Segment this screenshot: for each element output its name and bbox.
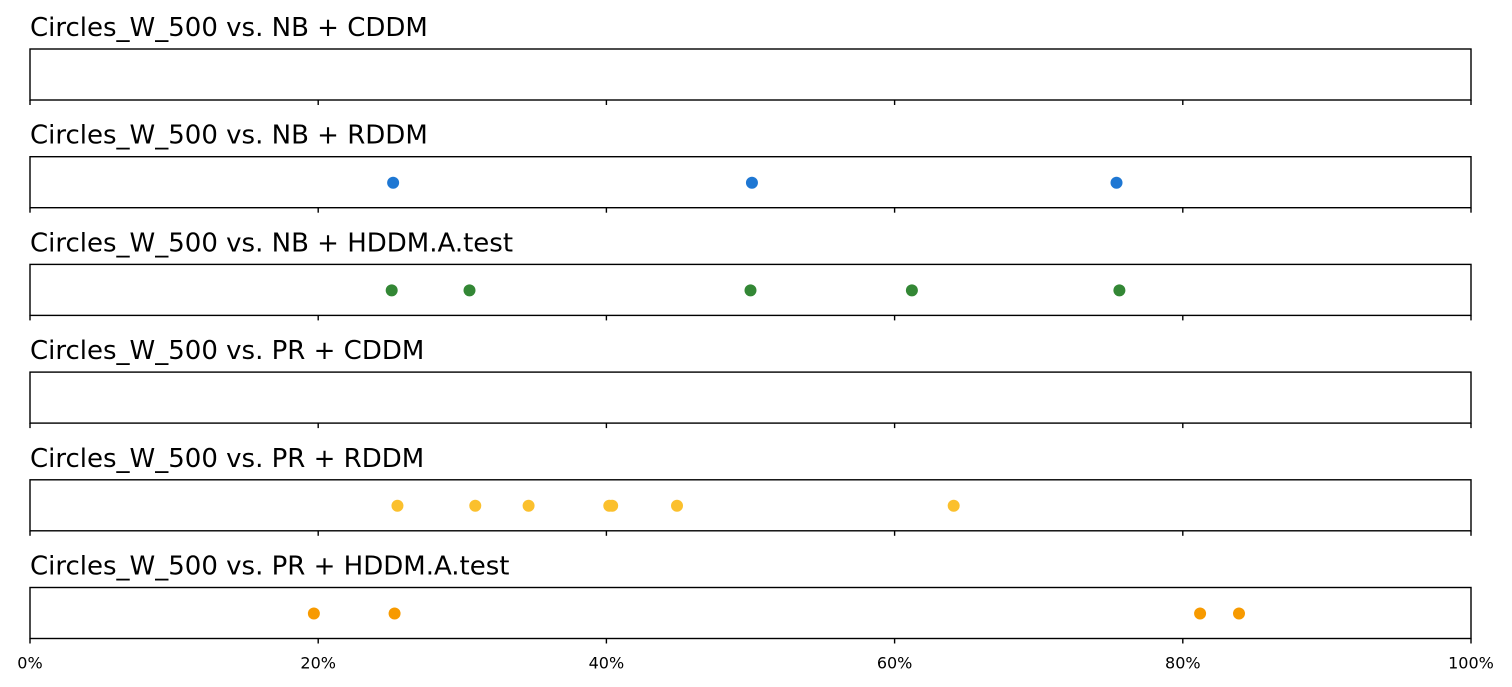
data-point — [671, 499, 684, 512]
panel-4: Circles_W_500 vs. PR + RDDM — [29, 444, 1472, 536]
panel-title: Circles_W_500 vs. PR + RDDM — [30, 444, 424, 474]
data-point — [1194, 607, 1207, 620]
panel-title: Circles_W_500 vs. NB + HDDM.A.test — [30, 228, 513, 258]
x-tick-label: 60% — [877, 654, 913, 673]
panel-frame — [29, 48, 1472, 101]
panel-5: Circles_W_500 vs. PR + HDDM.A.test — [29, 552, 1472, 644]
panel-frame — [29, 155, 1472, 209]
x-tick-label: 40% — [589, 654, 625, 673]
panel-title: Circles_W_500 vs. NB + RDDM — [30, 121, 428, 151]
data-point — [463, 284, 476, 297]
panel-title: Circles_W_500 vs. PR + CDDM — [30, 336, 424, 366]
x-tick-label: 100% — [1448, 654, 1494, 673]
data-point — [947, 499, 960, 512]
data-point — [307, 607, 320, 620]
panel-title: Circles_W_500 vs. PR + HDDM.A.test — [30, 552, 510, 582]
data-point — [522, 499, 535, 512]
panel-1: Circles_W_500 vs. NB + RDDM — [29, 121, 1472, 213]
panel-frame — [29, 479, 1472, 532]
data-point — [1113, 284, 1126, 297]
data-point — [745, 176, 758, 189]
x-tick-label: 80% — [1165, 654, 1201, 673]
data-point — [744, 284, 757, 297]
panel-frame — [29, 371, 1472, 424]
panel-title: Circles_W_500 vs. NB + CDDM — [30, 13, 428, 43]
panel-2: Circles_W_500 vs. NB + HDDM.A.test — [29, 228, 1472, 321]
panel-frame — [29, 586, 1472, 640]
data-point — [387, 176, 400, 189]
data-point — [1232, 607, 1245, 620]
data-point — [469, 499, 482, 512]
data-point — [905, 284, 918, 297]
x-tick-label: 0% — [17, 654, 42, 673]
x-tick-label: 20% — [300, 654, 336, 673]
data-point — [385, 284, 398, 297]
panel-frame — [29, 263, 1472, 317]
data-point — [388, 607, 401, 620]
data-point — [1110, 176, 1123, 189]
panel-3: Circles_W_500 vs. PR + CDDM — [29, 336, 1472, 429]
data-point — [606, 499, 619, 512]
panel-0: Circles_W_500 vs. NB + CDDM — [29, 13, 1472, 105]
data-point — [391, 499, 404, 512]
